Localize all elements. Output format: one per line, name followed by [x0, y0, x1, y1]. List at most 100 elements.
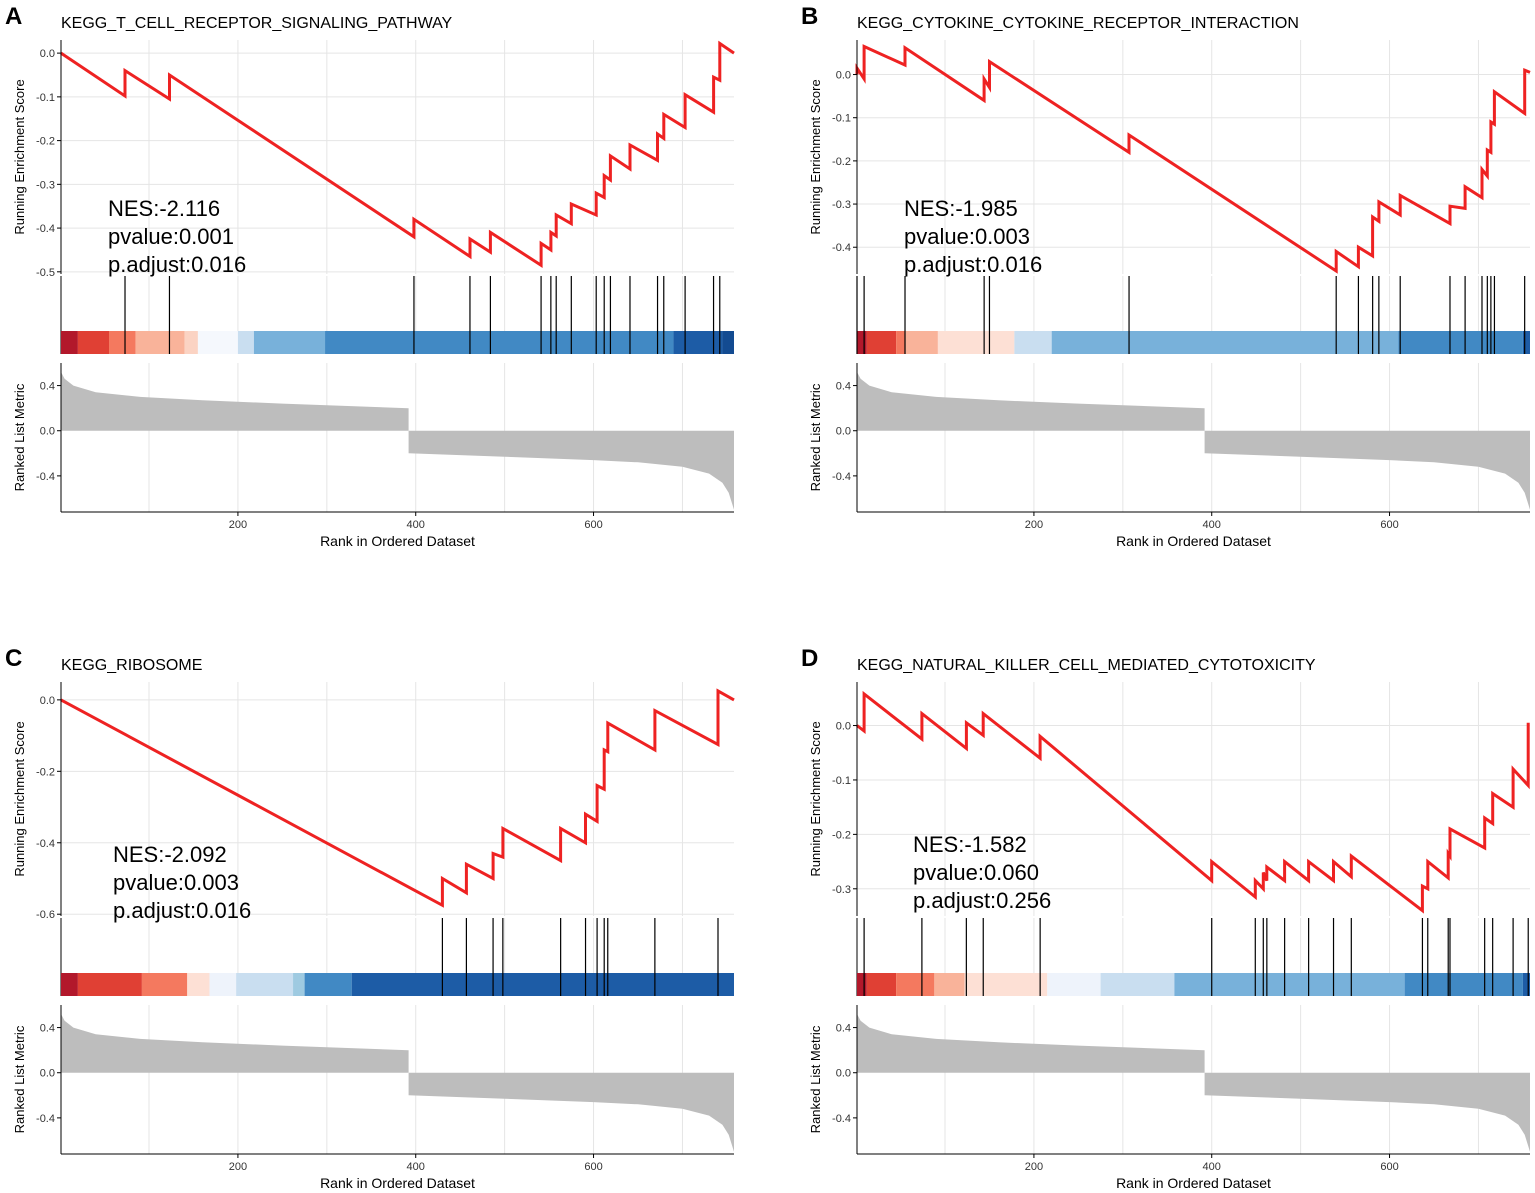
- es-y-tick-label: -0.1: [36, 92, 55, 104]
- heat-segment: [61, 331, 78, 354]
- es-y-tick-label: -0.3: [832, 199, 851, 211]
- metric-y-tick-label: 0.4: [836, 1023, 851, 1035]
- es-axis-label: Running Enrichment Score: [808, 721, 823, 876]
- es-y-tick-label: -0.5: [36, 267, 55, 279]
- panel-title: KEGG_NATURAL_KILLER_CELL_MEDIATED_CYTOTO…: [857, 657, 1316, 674]
- pvalue-label: pvalue:0.001: [108, 224, 234, 249]
- metric-y-tick-label: 0.0: [40, 426, 55, 438]
- metric-axis-label: Ranked List Metric: [808, 383, 823, 491]
- pvalue-label: pvalue:0.003: [904, 224, 1030, 249]
- metric-y-tick-label: -0.4: [832, 1113, 851, 1125]
- metric-y-tick-label: 0.0: [836, 426, 851, 438]
- heat-segment: [857, 331, 867, 354]
- panel-title: KEGG_RIBOSOME: [61, 657, 202, 674]
- metric-axis-label: Ranked List Metric: [12, 1025, 27, 1133]
- es-y-tick-label: -0.4: [36, 223, 55, 235]
- panel-c: C KEGG_RIBOSOME 0.0 -0.2 -0.4 -0.6 Running Enr…: [5, 645, 735, 1191]
- panel-d: D KEGG_NATURAL_KILLER_CELL_MEDIATED_CYTOT…: [801, 645, 1530, 1191]
- heat-segment: [905, 331, 938, 354]
- pvalue-label: pvalue:0.003: [113, 870, 239, 895]
- panel-a: A KEGG_T_CELL_RECEPTOR_SIGNALING_PATHWAY 0…: [5, 3, 735, 549]
- metric-y-tick-label: 0.0: [40, 1068, 55, 1080]
- x-tick-label: 600: [584, 519, 602, 531]
- heat-segment: [937, 331, 1015, 354]
- x-tick-label: 200: [229, 519, 247, 531]
- es-axis-label: Running Enrichment Score: [12, 79, 27, 234]
- panel-letter: D: [801, 645, 818, 672]
- heat-segment: [135, 331, 185, 354]
- heat-segment: [304, 973, 352, 996]
- heat-segment: [934, 973, 965, 996]
- padjust-label: p.adjust:0.256: [913, 888, 1051, 913]
- heat-segment: [1404, 973, 1523, 996]
- es-y-tick-label: -0.1: [832, 113, 851, 125]
- es-y-tick-label: -0.2: [36, 136, 55, 148]
- heat-segment: [964, 973, 1048, 996]
- heat-segment: [236, 973, 294, 996]
- heat-segment: [325, 331, 674, 354]
- x-tick-label: 600: [1380, 1161, 1398, 1173]
- heat-segment: [351, 973, 734, 996]
- metric-positive-area: [61, 372, 409, 431]
- x-tick-label: 400: [407, 1161, 425, 1173]
- padjust-label: p.adjust:0.016: [108, 252, 246, 277]
- x-tick-label: 200: [229, 1161, 247, 1173]
- heat-segment: [722, 331, 734, 354]
- es-y-tick-label: -0.4: [832, 242, 851, 254]
- heat-segment: [77, 973, 142, 996]
- nes-label: NES:-2.092: [113, 842, 227, 867]
- heat-segment: [253, 331, 326, 354]
- heat-segment: [673, 331, 723, 354]
- metric-positive-area: [857, 1014, 1205, 1073]
- heat-segment: [896, 331, 906, 354]
- metric-y-tick-label: -0.4: [832, 471, 851, 483]
- x-tick-label: 600: [1380, 519, 1398, 531]
- metric-axis-label: Ranked List Metric: [12, 383, 27, 491]
- es-y-tick-label: -0.3: [36, 179, 55, 191]
- es-y-tick-label: -0.1: [832, 775, 851, 787]
- heat-segment: [857, 973, 867, 996]
- metric-negative-area: [1204, 430, 1530, 510]
- metric-negative-area: [408, 430, 734, 510]
- es-curve: [60, 688, 735, 908]
- metric-negative-area: [1204, 1072, 1530, 1152]
- x-tick-label: 400: [1203, 1161, 1221, 1173]
- x-tick-label: 600: [584, 1161, 602, 1173]
- metric-y-tick-label: 0.4: [40, 1023, 55, 1035]
- heat-segment: [184, 331, 198, 354]
- heat-segment: [187, 973, 210, 996]
- x-tick-label: 200: [1025, 1161, 1043, 1173]
- x-tick-label: 400: [1203, 519, 1221, 531]
- x-axis-label: Rank in Ordered Dataset: [1116, 1175, 1271, 1191]
- heat-segment: [237, 331, 254, 354]
- x-tick-label: 200: [1025, 519, 1043, 531]
- heat-segment: [1522, 973, 1530, 996]
- nes-label: NES:-2.116: [108, 196, 220, 221]
- heat-segment: [1398, 331, 1523, 354]
- heat-segment: [293, 973, 305, 996]
- es-curve: [856, 690, 1530, 914]
- panel-letter: A: [5, 3, 22, 30]
- panel-title: KEGG_T_CELL_RECEPTOR_SIGNALING_PATHWAY: [61, 15, 453, 32]
- heat-segment: [109, 331, 136, 354]
- panel-letter: C: [5, 645, 22, 672]
- metric-y-tick-label: 0.0: [836, 1068, 851, 1080]
- panel-b: B KEGG_CYTOKINE_CYTOKINE_RECEPTOR_INTERAC…: [801, 3, 1531, 549]
- es-y-tick-label: -0.3: [832, 884, 851, 896]
- heat-segment: [141, 973, 188, 996]
- es-y-tick-label: -0.2: [36, 766, 55, 778]
- metric-axis-label: Ranked List Metric: [808, 1025, 823, 1133]
- panel-title: KEGG_CYTOKINE_CYTOKINE_RECEPTOR_INTERACT…: [857, 15, 1299, 32]
- metric-positive-area: [61, 1014, 409, 1073]
- heat-segment: [61, 973, 78, 996]
- es-curve: [855, 44, 1531, 274]
- heat-segment: [197, 331, 238, 354]
- pvalue-label: pvalue:0.060: [913, 860, 1039, 885]
- x-tick-label: 400: [407, 519, 425, 531]
- nes-label: NES:-1.985: [904, 196, 1018, 221]
- es-y-tick-label: 0.0: [40, 695, 55, 707]
- heat-segment: [866, 331, 897, 354]
- metric-y-tick-label: 0.4: [836, 381, 851, 393]
- metric-negative-area: [408, 1072, 734, 1152]
